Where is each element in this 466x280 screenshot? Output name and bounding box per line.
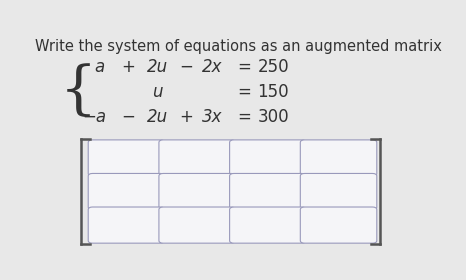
Text: =: = (237, 83, 251, 101)
FancyBboxPatch shape (88, 173, 164, 210)
Text: {: { (60, 64, 96, 120)
FancyBboxPatch shape (230, 207, 306, 243)
FancyBboxPatch shape (88, 140, 164, 176)
FancyBboxPatch shape (230, 173, 306, 210)
Text: 3x: 3x (201, 108, 222, 126)
FancyBboxPatch shape (159, 173, 235, 210)
Text: +: + (122, 58, 136, 76)
Text: 150: 150 (257, 83, 289, 101)
FancyBboxPatch shape (159, 207, 235, 243)
FancyBboxPatch shape (300, 207, 377, 243)
FancyBboxPatch shape (300, 140, 377, 176)
Text: 2x: 2x (201, 58, 222, 76)
Text: −: − (179, 58, 193, 76)
Text: u: u (152, 83, 163, 101)
FancyBboxPatch shape (88, 207, 164, 243)
FancyBboxPatch shape (300, 173, 377, 210)
Text: 300: 300 (257, 108, 289, 126)
Text: Write the system of equations as an augmented matrix: Write the system of equations as an augm… (35, 39, 442, 54)
Text: =: = (237, 58, 251, 76)
Text: −: − (122, 108, 136, 126)
Text: 250: 250 (257, 58, 289, 76)
Text: +: + (179, 108, 193, 126)
Text: 2u: 2u (147, 108, 168, 126)
FancyBboxPatch shape (230, 140, 306, 176)
FancyBboxPatch shape (159, 140, 235, 176)
Text: a: a (95, 58, 105, 76)
Text: −a: −a (82, 108, 106, 126)
Text: 2u: 2u (147, 58, 168, 76)
Text: =: = (237, 108, 251, 126)
